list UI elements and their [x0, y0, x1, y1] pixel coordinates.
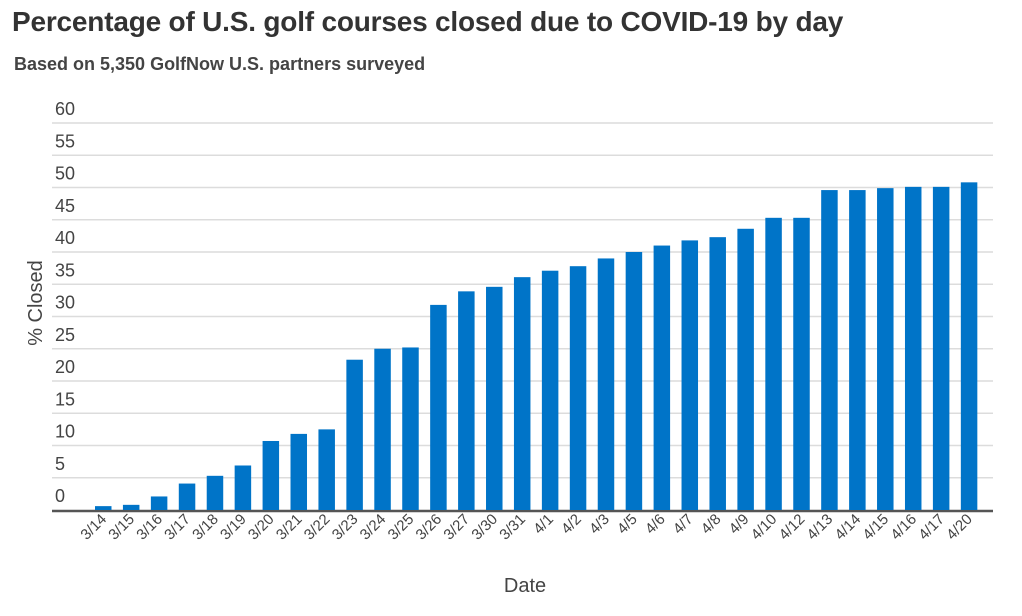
- x-tick-label: 4/7: [670, 511, 697, 538]
- y-tick-label: 15: [55, 389, 75, 409]
- y-tick-label: 35: [55, 260, 75, 280]
- bar-3-22: [318, 429, 335, 510]
- x-tick-label: 4/13: [804, 511, 837, 544]
- bar-4-17: [932, 186, 950, 511]
- bar-4-16: [904, 186, 922, 511]
- bar-4-10: [765, 217, 782, 510]
- x-tick-label: 3/14: [77, 511, 110, 544]
- bar-3-31: [513, 277, 531, 510]
- y-tick-label: 30: [55, 293, 75, 313]
- bar-4-2: [569, 266, 587, 510]
- bar-3-23: [346, 359, 363, 510]
- x-tick-label: 4/3: [586, 511, 613, 538]
- x-tick-label: 3/18: [189, 511, 222, 544]
- bar-3-30: [486, 286, 503, 510]
- x-tick-label: 4/12: [776, 511, 809, 544]
- x-tick-label: 3/31: [496, 511, 529, 544]
- x-tick-label: 3/23: [329, 511, 362, 544]
- x-tick-label: 4/14: [832, 511, 865, 544]
- bar-3-17: [178, 483, 196, 510]
- x-tick-label: 4/5: [614, 511, 641, 538]
- x-tick-label: 4/17: [915, 511, 948, 544]
- y-tick-label: 0: [55, 486, 65, 506]
- bar-3-27: [458, 291, 475, 510]
- y-tick-label: 25: [55, 325, 75, 345]
- y-axis-label: % Closed: [25, 260, 47, 346]
- bar-4-15: [877, 188, 894, 510]
- bar-3-16: [150, 496, 168, 510]
- x-tick-label: 3/27: [440, 511, 473, 544]
- x-tick-label: 4/6: [642, 511, 669, 538]
- bar-3-25: [402, 347, 419, 510]
- bar-3-15: [122, 504, 140, 510]
- x-tick-label: 3/16: [133, 511, 166, 544]
- chart-subtitle: Based on 5,350 GolfNow U.S. partners sur…: [14, 54, 426, 74]
- bar-4-12: [793, 217, 810, 510]
- bar-3-20: [262, 440, 280, 510]
- x-tick-label: 3/30: [468, 511, 501, 544]
- x-tick-label: 3/20: [245, 511, 278, 544]
- y-tick-label: 60: [55, 99, 75, 119]
- chart-title: Percentage of U.S. golf courses closed d…: [12, 6, 844, 37]
- x-tick-label: 4/15: [859, 511, 892, 544]
- bar-3-26: [430, 304, 447, 510]
- x-tick-label: 3/26: [413, 511, 446, 544]
- y-tick-label: 50: [55, 164, 75, 184]
- x-tick-label: 4/16: [887, 511, 920, 544]
- y-tick-label: 45: [55, 196, 75, 216]
- x-tick-label: 3/25: [385, 511, 418, 544]
- x-tick-label: 4/1: [530, 511, 557, 538]
- bar-4-6: [653, 245, 671, 511]
- bar-4-9: [737, 228, 754, 510]
- bar-3-19: [234, 465, 252, 510]
- bar-3-24: [374, 348, 391, 510]
- bar-4-7: [681, 240, 699, 510]
- bar-3-18: [206, 475, 224, 510]
- bar-4-8: [709, 237, 726, 511]
- x-tick-label: 3/22: [301, 511, 334, 544]
- x-tick-label: 3/19: [217, 511, 250, 544]
- y-tick-label: 10: [55, 422, 75, 442]
- x-tick-label: 3/17: [161, 511, 194, 544]
- x-tick-label: 4/20: [943, 511, 976, 544]
- y-tick-label: 5: [55, 454, 65, 474]
- bar-4-3: [597, 258, 615, 510]
- bar-3-21: [290, 433, 308, 510]
- x-tick-label: 4/10: [748, 511, 781, 544]
- y-tick-label: 55: [55, 131, 75, 151]
- x-tick-label: 3/24: [357, 511, 390, 544]
- x-tick-label: 3/21: [273, 511, 306, 544]
- bar-4-5: [625, 252, 643, 510]
- y-tick-label: 20: [55, 357, 75, 377]
- x-tick-label: 4/2: [558, 511, 585, 538]
- bar-3-14: [95, 506, 112, 510]
- x-tick-label: 4/8: [698, 511, 725, 538]
- bar-4-14: [849, 190, 866, 510]
- x-tick-label: 3/15: [105, 511, 138, 544]
- bar-4-13: [821, 190, 838, 510]
- x-axis-label: Date: [504, 575, 546, 597]
- bar-4-1: [541, 270, 559, 510]
- y-tick-label: 40: [55, 228, 75, 248]
- bar-4-20: [960, 182, 978, 510]
